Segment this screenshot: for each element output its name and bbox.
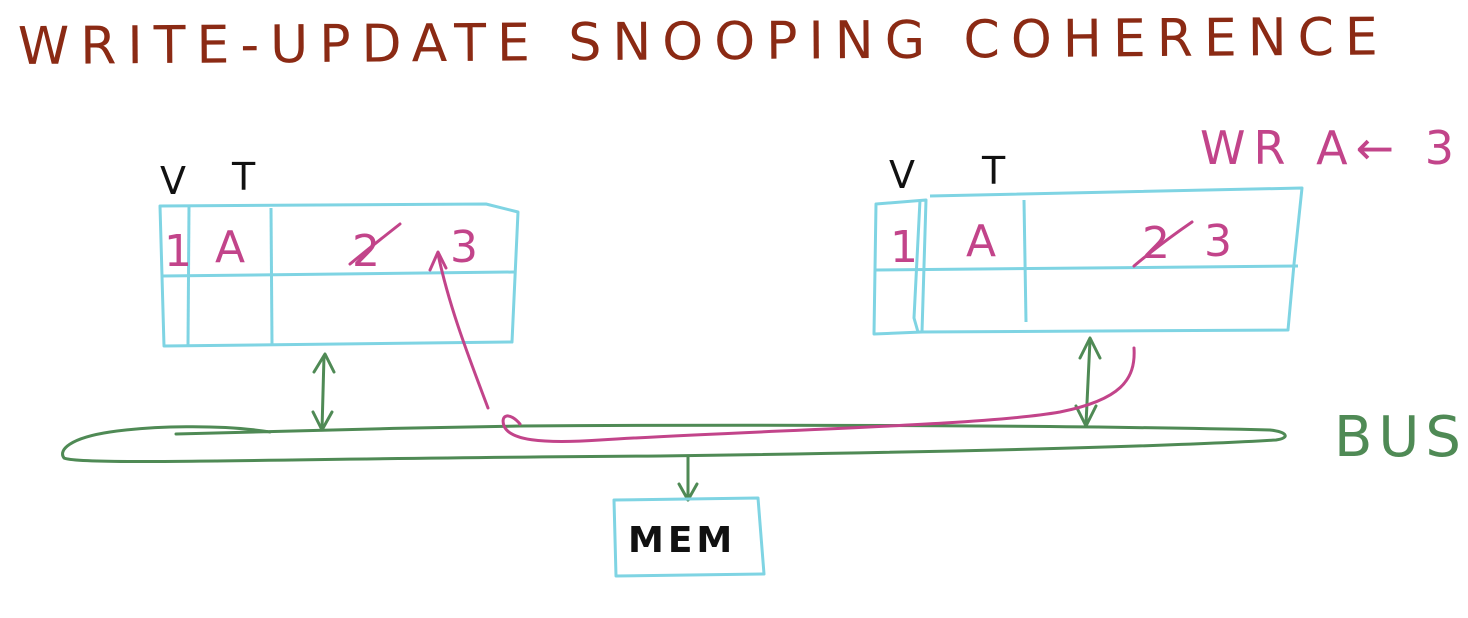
right-cache-bus-arrow <box>1074 336 1102 428</box>
cache-right-row-divider <box>875 264 1299 272</box>
cache-right-valid-header: V <box>889 153 915 197</box>
memory-label: MEM <box>628 520 736 561</box>
bus-line <box>61 423 1287 463</box>
diagram-title: WRITE-UPDATE SNOOPING COHERENCE <box>18 7 1389 77</box>
cache-right-frame <box>912 186 1304 334</box>
cache-right-tag-header: T <box>981 149 1006 193</box>
left-cache-bus-arrow <box>311 352 336 432</box>
cache-right-valid-bit: 1 <box>890 222 918 273</box>
cache-right: V T 1 A 2 3 <box>872 149 1304 336</box>
bus-memory-arrow <box>677 454 699 502</box>
bus: BUS <box>61 405 1467 470</box>
cache-left-new-data: 3 <box>450 222 478 273</box>
cache-right-tag-divider <box>1022 199 1028 323</box>
cache-right-tag-value: A <box>966 216 996 267</box>
bus-label: BUS <box>1334 405 1467 470</box>
write-command-label: WR A← 3 <box>1200 121 1462 175</box>
cache-right-old-data-strike <box>1132 220 1194 268</box>
cache-left: V T 1 A 2 3 <box>158 155 520 348</box>
cache-left-row-divider <box>161 270 515 278</box>
update-broadcast-path <box>428 250 1136 443</box>
cache-left-frame <box>158 202 520 348</box>
cache-right-new-data: 3 <box>1204 216 1232 267</box>
cache-left-valid-header: V <box>160 159 186 203</box>
cache-left-old-data-strike <box>348 222 402 266</box>
cache-right-old-data: 2 <box>1142 218 1170 269</box>
cache-left-tag-header: T <box>231 155 256 199</box>
cache-left-valid-bit: 1 <box>164 226 192 277</box>
memory-box: MEM <box>612 496 766 578</box>
cache-left-tag-value: A <box>215 222 245 273</box>
